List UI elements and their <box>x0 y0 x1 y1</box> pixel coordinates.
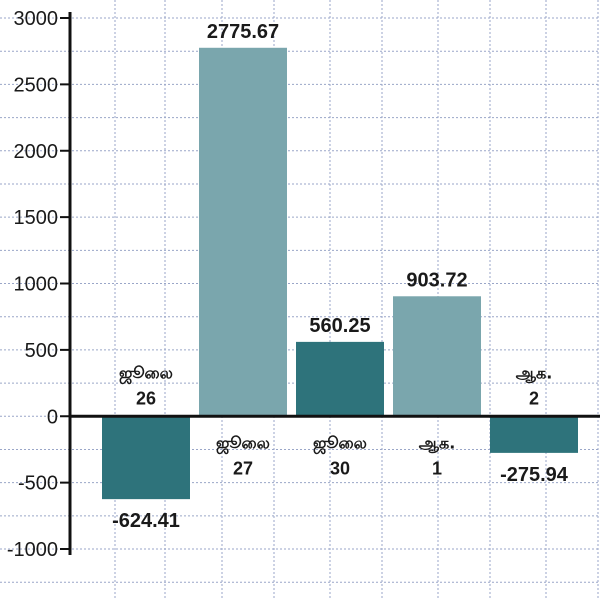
bar-1 <box>102 416 190 500</box>
y-tick-label: 2000 <box>14 141 59 163</box>
y-tick-label: 2500 <box>14 74 59 96</box>
bar-4 <box>393 296 481 417</box>
value-label-3: 560.25 <box>309 315 370 337</box>
bar-5 <box>490 416 578 453</box>
category-day-3: 30 <box>330 458 350 478</box>
category-label-2: ஜூலை <box>216 433 270 453</box>
y-tick-label: -500 <box>18 473 58 495</box>
y-tick-label: 1000 <box>14 274 59 296</box>
category-day-2: 27 <box>233 458 253 478</box>
category-day-4: 1 <box>432 458 442 478</box>
bar-3 <box>296 341 384 417</box>
category-label-5: ஆக. <box>516 363 553 383</box>
y-tick-label: -1000 <box>7 539 58 561</box>
bars <box>102 47 578 500</box>
data-labels: -624.41 ஜூலை 26 2775.67 ஜூலை 27 560.25 ஜூலை 30 90… <box>112 21 569 532</box>
bar-2 <box>199 47 287 417</box>
y-tick-label: 1500 <box>14 207 59 229</box>
y-tick-label: 0 <box>47 406 58 428</box>
y-tick-label: 500 <box>25 340 58 362</box>
value-label-2: 2775.67 <box>207 21 279 43</box>
category-day-5: 2 <box>529 388 539 408</box>
category-label-1: ஜூலை <box>119 363 173 383</box>
value-label-4: 903.72 <box>406 269 467 291</box>
axes <box>60 12 600 555</box>
category-day-1: 26 <box>136 388 156 408</box>
category-label-4: ஆக. <box>419 433 456 453</box>
y-tick-labels: 3000 2500 2000 1500 1000 500 0 -500 -1000 <box>7 8 58 561</box>
category-label-3: ஜூலை <box>313 433 367 453</box>
y-tick-label: 3000 <box>14 8 59 30</box>
value-label-1: -624.41 <box>112 510 180 532</box>
value-label-5: -275.94 <box>500 464 569 486</box>
